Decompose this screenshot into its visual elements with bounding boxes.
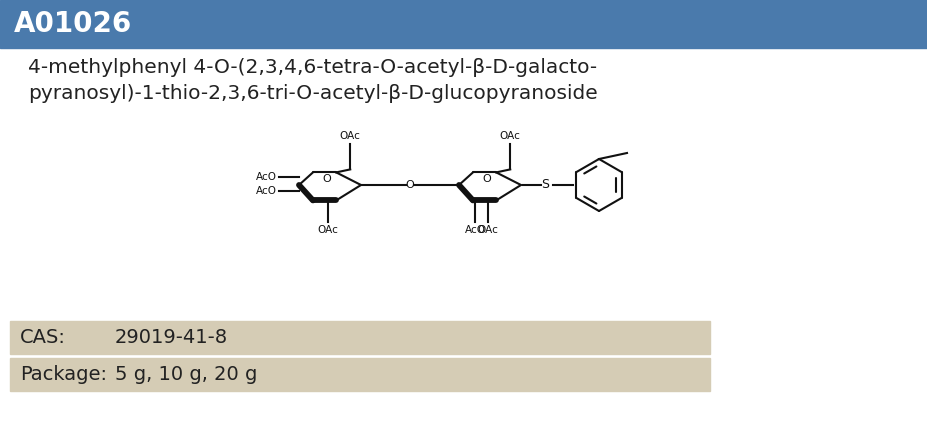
Text: Package:: Package: xyxy=(20,365,107,384)
Bar xyxy=(10,358,710,391)
Bar xyxy=(0,0,927,48)
Text: 29019-41-8: 29019-41-8 xyxy=(115,328,228,347)
Text: AcO: AcO xyxy=(256,186,277,196)
Bar xyxy=(10,321,710,354)
Text: AcO: AcO xyxy=(464,226,486,236)
Text: 5 g, 10 g, 20 g: 5 g, 10 g, 20 g xyxy=(115,365,258,384)
Text: OAc: OAc xyxy=(500,131,521,142)
Text: O: O xyxy=(406,180,414,190)
Text: AcO: AcO xyxy=(256,172,277,182)
Text: OAc: OAc xyxy=(318,226,338,236)
Text: O: O xyxy=(482,174,491,184)
Text: A01026: A01026 xyxy=(14,10,133,38)
Text: CAS:: CAS: xyxy=(20,328,66,347)
Text: pyranosyl)-1-thio-2,3,6-tri-O-acetyl-β-D-glucopyranoside: pyranosyl)-1-thio-2,3,6-tri-O-acetyl-β-D… xyxy=(28,84,598,103)
Text: 4-methylphenyl 4-O-(2,3,4,6-tetra-O-acetyl-β-D-galacto-: 4-methylphenyl 4-O-(2,3,4,6-tetra-O-acet… xyxy=(28,58,597,77)
Text: OAc: OAc xyxy=(340,131,361,142)
Text: O: O xyxy=(323,174,331,184)
Text: OAc: OAc xyxy=(477,226,499,236)
Text: S: S xyxy=(541,178,549,191)
